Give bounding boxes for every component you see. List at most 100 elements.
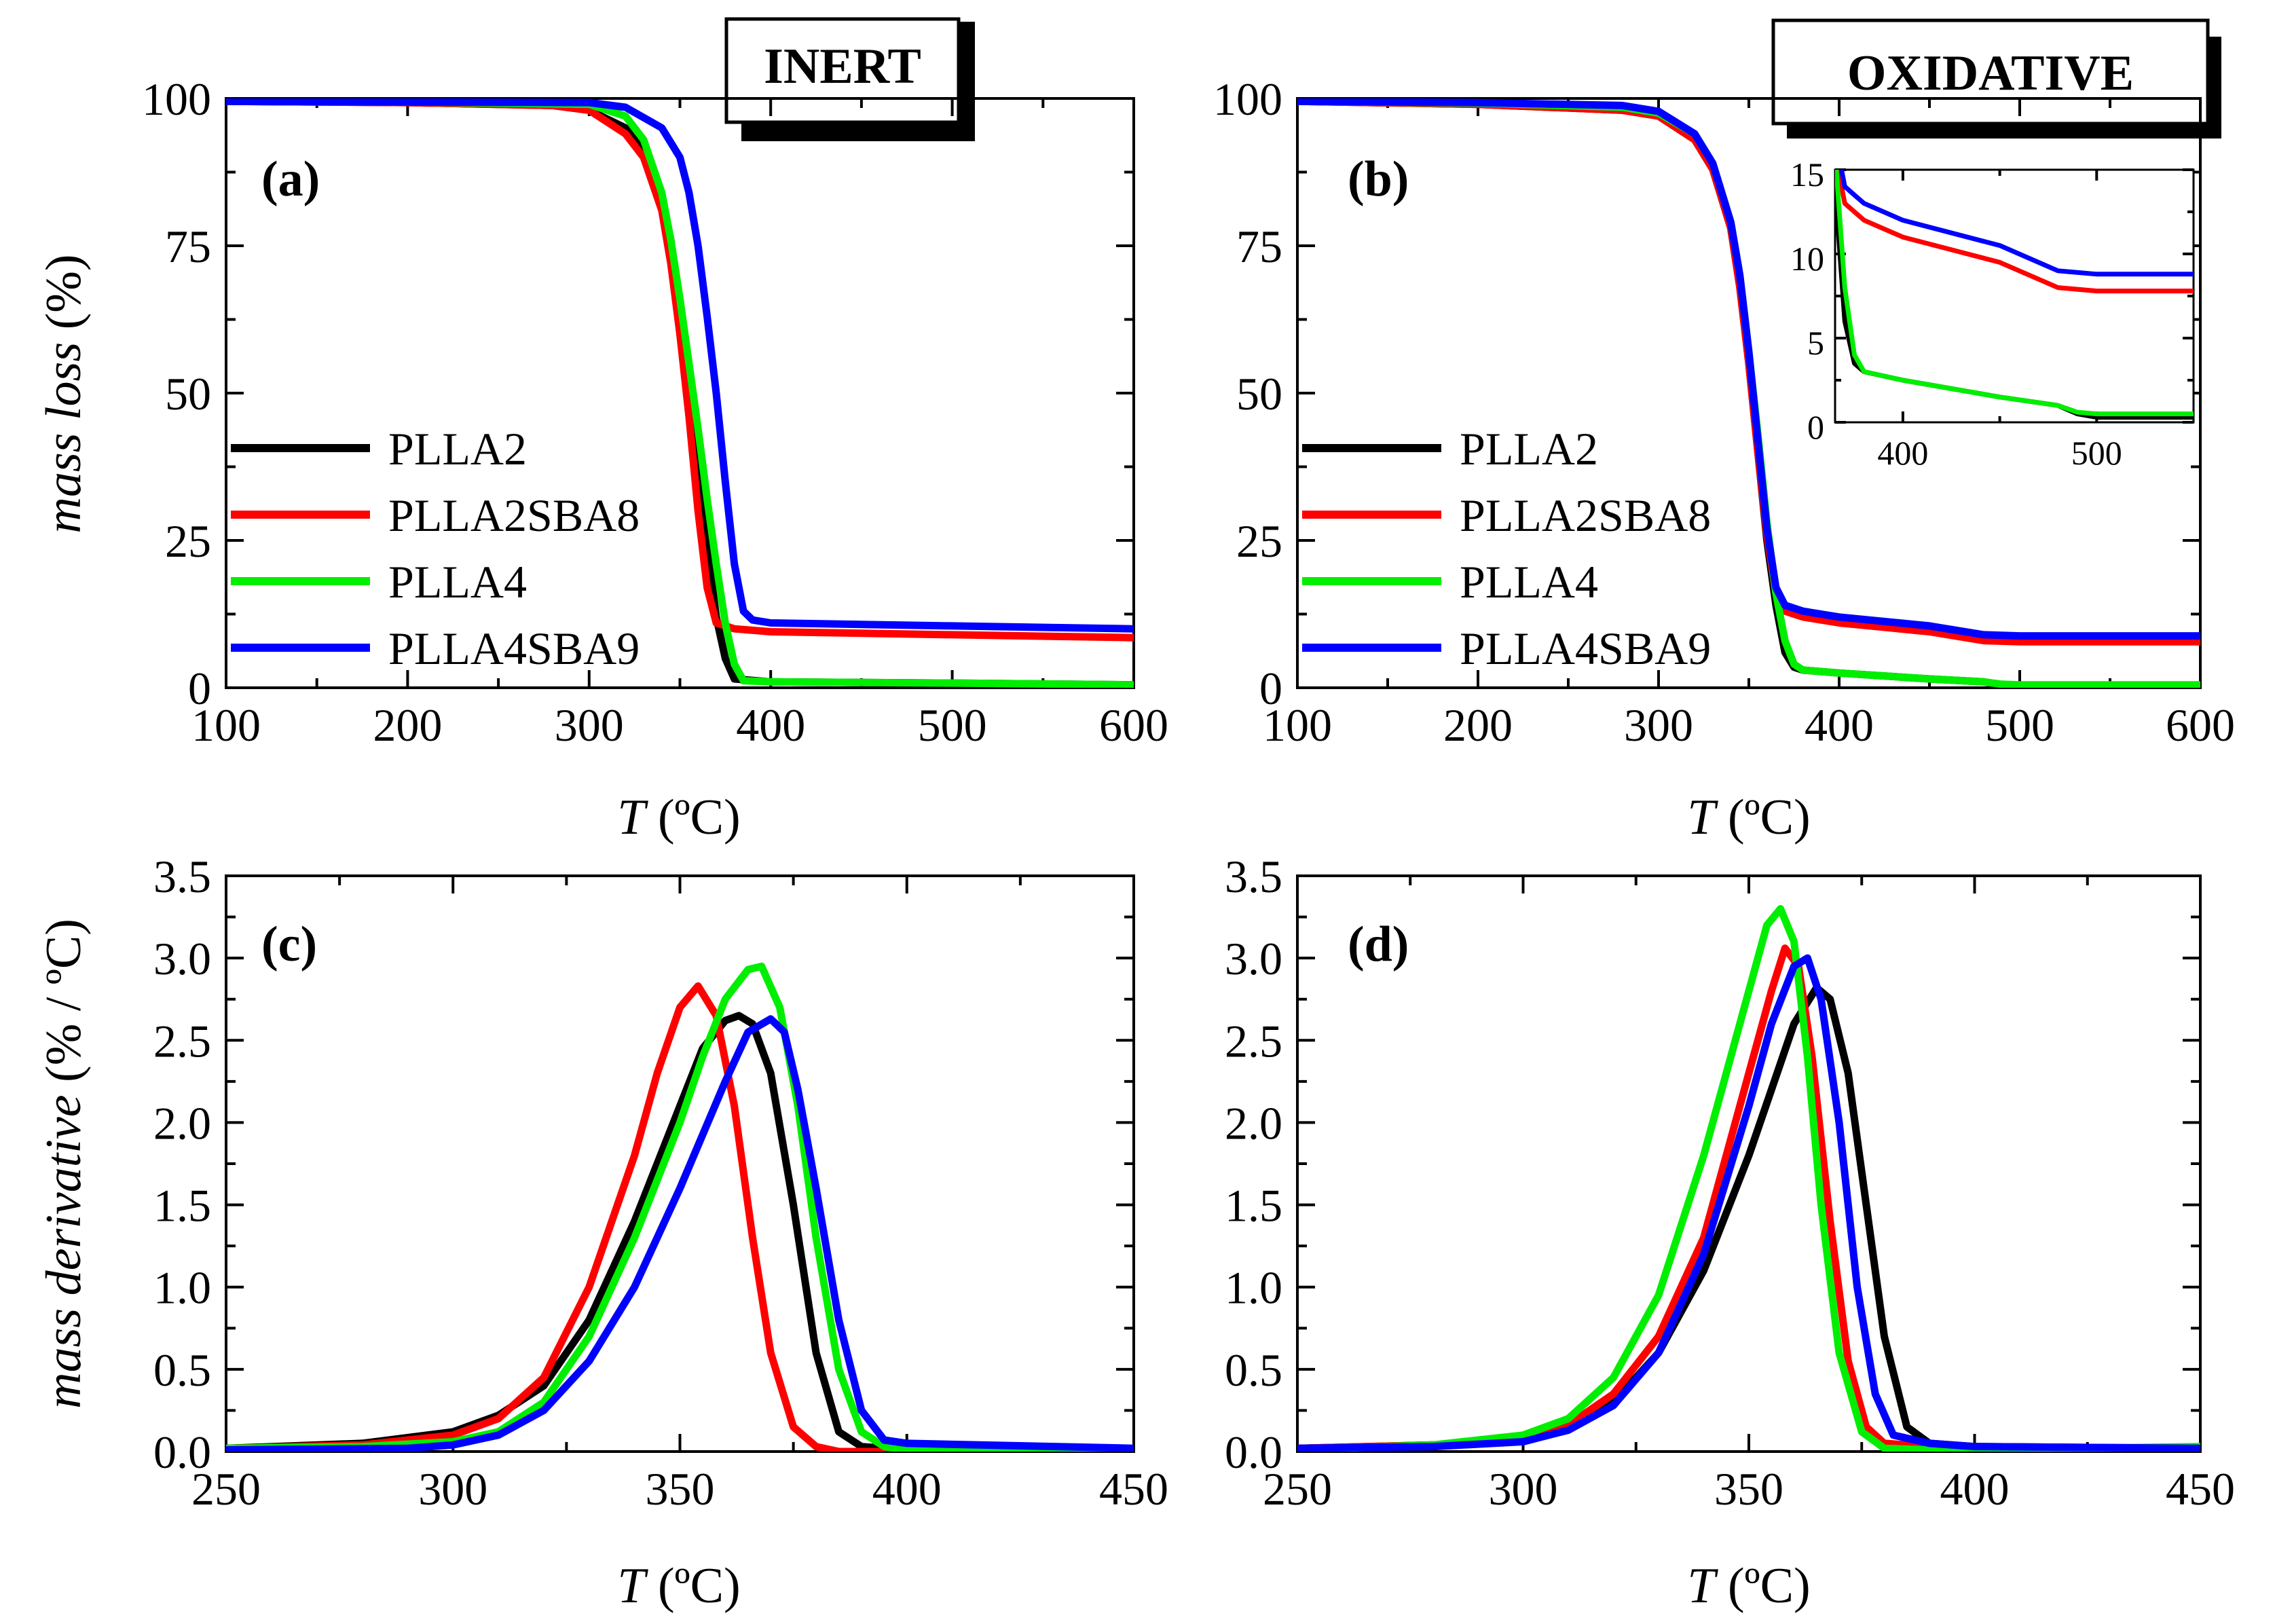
panel-a-xtick-label-400: 400 xyxy=(736,699,805,751)
panel-a-ytick-label-0: 0 xyxy=(188,663,211,714)
panel-b-legend-label-plla2sba8: PLLA2SBA8 xyxy=(1460,490,1711,541)
panel-c-ylabel: mass derivative (% / ºC) xyxy=(36,919,92,1409)
panel-b-ytick-label-0: 0 xyxy=(1259,663,1282,714)
panel-d-ytick-label-2-0: 2.0 xyxy=(1225,1097,1282,1149)
panel-d-series-plla4sba9 xyxy=(1297,954,2200,1452)
panel-d-xtick-label-450: 450 xyxy=(2166,1463,2235,1515)
panel-c-xlabel: T (ºC) xyxy=(617,1558,740,1614)
panel-a-ylabel: mass loss (%) xyxy=(36,254,92,533)
panel-a-letter: (a) xyxy=(261,151,320,207)
panel-c-series-plla4sba9 xyxy=(226,1015,1134,1452)
panel-d-letter: (d) xyxy=(1348,917,1409,972)
panel-b-legend: PLLA2 PLLA2SBA8 PLLA4 PLLA4SBA9 xyxy=(1302,423,1711,674)
panel-a-series-plla4sba9 xyxy=(226,98,1134,633)
panel-a-legend-label-plla4: PLLA4 xyxy=(388,556,527,608)
panel-b-ytick-label-100: 100 xyxy=(1213,73,1282,125)
panel-b-inset-ytick-label-10: 10 xyxy=(1790,240,1824,278)
panel-b-inset-inset-series-plla2sba8 xyxy=(1836,170,2194,294)
panel-d-ytick-label-3-5: 3.5 xyxy=(1225,851,1282,902)
panel-a-legend-label-plla2sba8: PLLA2SBA8 xyxy=(388,490,640,541)
panel-b-xlabel: T (ºC) xyxy=(1687,790,1810,845)
panel-a-xtick-label-600: 600 xyxy=(1099,699,1168,751)
panel-d-ytick-label-1-5: 1.5 xyxy=(1225,1180,1282,1232)
panel-b-legend-label-plla4: PLLA4 xyxy=(1460,556,1598,608)
panel-b-xtick-label-500: 500 xyxy=(1985,699,2054,751)
panel-c-ytick-label-1-0: 1.0 xyxy=(153,1262,211,1314)
panel-b-legend-label-plla2: PLLA2 xyxy=(1460,423,1598,475)
panel-d: 250 300 350 400 4500.00.51.01.52.02.53.03.5 … xyxy=(1225,851,2235,1614)
panel-a-xtick-label-500: 500 xyxy=(918,699,987,751)
panel-d-xtick-label-400: 400 xyxy=(1940,1463,2010,1515)
panel-d-ytick-label-3-0: 3.0 xyxy=(1225,933,1282,984)
panel-b-ytick-label-25: 25 xyxy=(1236,515,1282,567)
panel-b-inset: 400 500 0 5 10 15 xyxy=(1790,155,2195,472)
panel-d-series-plla2 xyxy=(1297,984,2200,1452)
panel-a-xtick-label-300: 300 xyxy=(555,699,624,751)
panel-c-xtick-label-350: 350 xyxy=(646,1463,715,1515)
panel-c-ytick-label-1-5: 1.5 xyxy=(153,1180,211,1232)
panel-a-legend-label-plla2: PLLA2 xyxy=(388,423,527,475)
panel-d-ytick-label-1-0: 1.0 xyxy=(1225,1262,1282,1314)
panel-b-series-group xyxy=(1297,98,2200,688)
panel-b-xtick-label-300: 300 xyxy=(1624,699,1693,751)
panel-b-series-plla4sba9 xyxy=(1297,98,2200,640)
panel-d-ytick-label-0-0: 0.0 xyxy=(1225,1426,1282,1478)
panel-a-xtick-label-200: 200 xyxy=(373,699,442,751)
panel-a-series-plla4 xyxy=(226,98,1134,688)
panel-b-ytick-label-50: 50 xyxy=(1236,368,1282,420)
panel-a-frame xyxy=(225,97,1135,689)
oxidative-label: OXIDATIVE xyxy=(1847,45,2134,101)
panel-b-inset-inset-series-plla4 xyxy=(1835,170,2194,417)
panel-b-letter: (b) xyxy=(1348,151,1409,207)
panel-b-ytick-label-75: 75 xyxy=(1236,221,1282,272)
panel-b-legend-label-plla4sba9: PLLA4SBA9 xyxy=(1460,623,1711,674)
panel-b-inset-xtick-label-400: 400 xyxy=(1877,434,1928,472)
panel-c: 250 300 350 400 4500.00.51.01.52.02.53.03.5 … xyxy=(36,851,1168,1614)
panel-d-xtick-label-300: 300 xyxy=(1489,1463,1558,1515)
panel-c-ytick-label-0-0: 0.0 xyxy=(153,1426,211,1478)
panel-c-ytick-label-2-5: 2.5 xyxy=(153,1015,211,1067)
oxidative-label-box: OXIDATIVE xyxy=(1771,18,2221,139)
panel-a-ytick-label-100: 100 xyxy=(142,73,211,125)
panel-c-ytick-label-0-5: 0.5 xyxy=(153,1344,211,1396)
panel-d-series-plla2sba8 xyxy=(1297,944,2200,1452)
panel-c-frame xyxy=(225,874,1135,1453)
panel-c-series-plla2 xyxy=(226,1012,1134,1452)
panel-b-inset-background xyxy=(1834,168,2195,424)
panel-c-ytick-label-3-0: 3.0 xyxy=(153,933,211,984)
inert-label-box: INERT xyxy=(724,17,975,141)
panel-b-xtick-label-100: 100 xyxy=(1263,699,1332,751)
panel-b-inset-ytick-label-0: 0 xyxy=(1807,408,1824,446)
panel-a-series-group xyxy=(226,98,1134,688)
panel-b-xtick-label-200: 200 xyxy=(1443,699,1513,751)
panel-a-xlabel: T (ºC) xyxy=(617,790,740,845)
panel-d-ytick-label-2-5: 2.5 xyxy=(1225,1015,1282,1067)
panel-c-series-plla2sba8 xyxy=(226,982,1134,1452)
panel-b-inset-ytick-label-5: 5 xyxy=(1807,324,1824,362)
panel-b-inset-inset-series-plla4sba9 xyxy=(1838,170,2194,277)
panel-c-xtick-label-300: 300 xyxy=(418,1463,487,1515)
panel-c-ytick-label-3-5: 3.5 xyxy=(153,851,211,902)
panel-a-series-plla2sba8 xyxy=(226,98,1134,642)
panel-c-ytick-label-2-0: 2.0 xyxy=(153,1097,211,1149)
panel-d-xlabel: T (ºC) xyxy=(1687,1558,1810,1614)
panel-d-xtick-label-250: 250 xyxy=(1263,1463,1332,1515)
panel-a-xtick-label-100: 100 xyxy=(191,699,261,751)
panel-a-legend-label-plla4sba9: PLLA4SBA9 xyxy=(388,623,640,674)
panel-b-inset-series-group xyxy=(1835,170,2194,420)
panel-c-letter: (c) xyxy=(261,917,317,972)
panel-b-xtick-label-600: 600 xyxy=(2166,699,2235,751)
panel-d-series-group xyxy=(1297,905,2200,1452)
panel-c-series-group xyxy=(226,962,1134,1452)
panel-c-xtick-label-400: 400 xyxy=(872,1463,942,1515)
panel-b-inset-ytick-label-15: 15 xyxy=(1790,155,1824,193)
panel-c-xtick-label-250: 250 xyxy=(191,1463,261,1515)
panel-a-ytick-label-50: 50 xyxy=(165,368,211,420)
panel-c-series-plla4 xyxy=(226,962,1134,1452)
panel-c-xtick-label-450: 450 xyxy=(1099,1463,1168,1515)
panel-a-ytick-label-75: 75 xyxy=(165,221,211,272)
panel-d-series-plla4 xyxy=(1297,905,2200,1452)
